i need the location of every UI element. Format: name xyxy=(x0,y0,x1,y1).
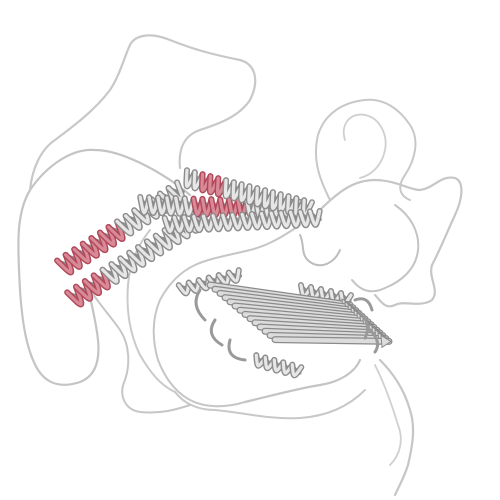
sheet-turn-loop xyxy=(358,310,370,340)
coil-outer-loop-top-2 xyxy=(28,34,257,192)
sheet-turn-loop xyxy=(353,297,374,312)
sheet-turn-loop xyxy=(194,288,207,322)
sheet-turn-loop xyxy=(368,328,380,354)
helix-front-turn xyxy=(290,363,303,377)
coil-right-loop-top xyxy=(314,98,417,201)
coil-left-middle-loop xyxy=(87,284,191,414)
helix-lower-short xyxy=(161,208,323,235)
coil-lower-loop xyxy=(243,358,362,404)
coil-tail xyxy=(378,358,415,497)
beta-strand xyxy=(272,337,392,344)
beta-strand-arrowhead xyxy=(380,334,392,349)
beta-sheet-domain xyxy=(194,281,393,362)
helix-front-turn xyxy=(227,268,241,283)
helix-upper xyxy=(183,167,315,220)
coil-lower-loop-2 xyxy=(174,389,366,420)
coil-tail-2 xyxy=(374,364,402,466)
coil-outer-loop-top xyxy=(17,148,192,386)
sheet-turn-loop xyxy=(209,318,224,347)
coil-center-loop xyxy=(152,224,301,408)
helix-small-3 xyxy=(253,352,305,379)
helix-bundle xyxy=(54,167,354,379)
helix-front-turn xyxy=(308,209,322,227)
coil-short-link xyxy=(299,234,341,267)
coil-right-loop xyxy=(318,176,463,308)
coil-right-loop-top-2 xyxy=(342,113,387,179)
coil-right-loop-middle xyxy=(351,204,420,293)
sheet-turn-loop xyxy=(227,338,247,362)
